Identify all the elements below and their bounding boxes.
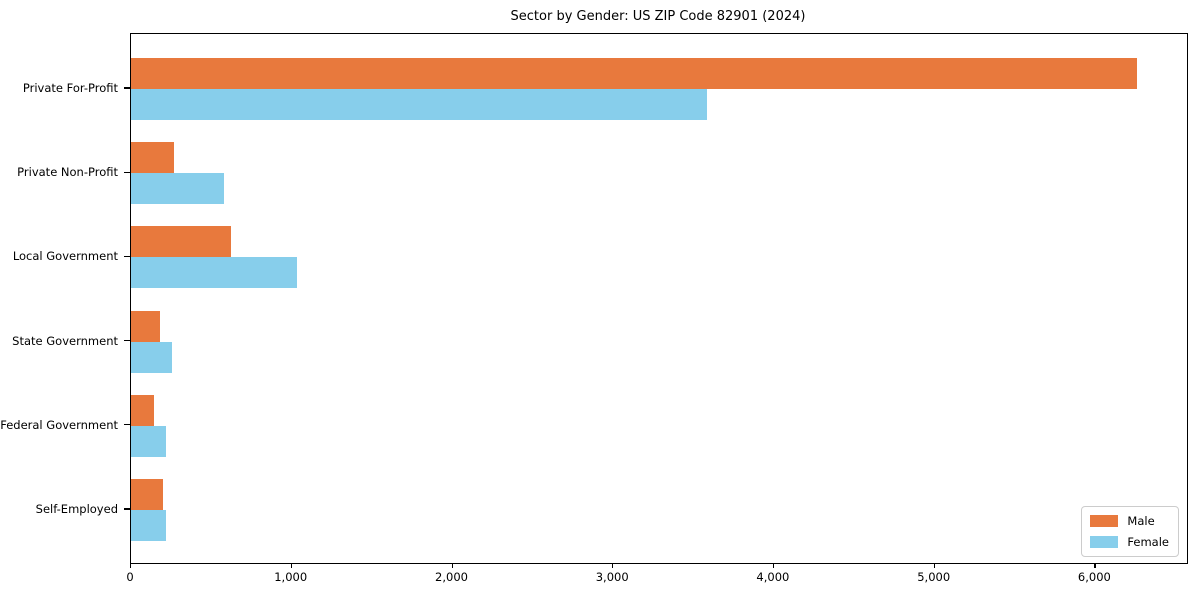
ytick-mark: [124, 424, 130, 426]
xtick-label: 4,000: [756, 570, 790, 584]
ytick-label: Private Non-Profit: [17, 165, 118, 180]
chart-title: Sector by Gender: US ZIP Code 82901 (202…: [510, 9, 806, 24]
bar-male-3: [131, 310, 160, 342]
ytick-mark: [124, 87, 130, 89]
xtick-label: 0: [126, 570, 134, 584]
bar-male-5: [131, 479, 164, 510]
ytick-mark: [124, 340, 130, 342]
xtick-label: 6,000: [1077, 570, 1111, 584]
bar-female-5: [131, 510, 167, 541]
bar-female-4: [131, 425, 166, 457]
ytick-label: Local Government: [12, 249, 118, 264]
bar-male-4: [131, 394, 154, 426]
legend-item-male: Male: [1090, 514, 1169, 528]
xtick-mark: [130, 563, 132, 568]
xtick-label: 1,000: [274, 570, 308, 584]
ytick-mark: [124, 508, 130, 510]
ytick-label: Federal Government: [0, 417, 118, 432]
xtick-mark: [612, 563, 614, 568]
bar-male-2: [131, 226, 231, 258]
legend-swatch-male: [1090, 515, 1119, 527]
xtick-label: 2,000: [435, 570, 468, 584]
bar-male-1: [131, 142, 175, 174]
legend: Male Female: [1081, 506, 1179, 557]
ytick-label: Private For-Profit: [22, 81, 118, 95]
ytick-label: Self-Employed: [35, 502, 118, 516]
ytick-label: State Government: [12, 333, 118, 348]
xtick-mark: [772, 563, 775, 568]
xtick-mark: [933, 563, 935, 568]
xtick-label: 5,000: [917, 570, 951, 584]
ytick-mark: [124, 171, 130, 173]
legend-swatch-female: [1090, 536, 1119, 548]
bar-female-3: [131, 341, 172, 373]
bar-female-2: [131, 257, 298, 289]
bar-female-0: [131, 89, 708, 120]
ytick-mark: [124, 255, 130, 257]
xtick-mark: [1094, 563, 1096, 568]
xtick-mark: [290, 563, 292, 568]
legend-item-female: Female: [1090, 535, 1169, 549]
legend-label: Male: [1127, 514, 1155, 528]
xtick-mark: [451, 563, 453, 568]
bar-female-1: [131, 173, 225, 205]
bar-male-0: [131, 58, 1138, 89]
xtick-label: 3,000: [595, 570, 629, 584]
legend-label: Female: [1127, 535, 1169, 549]
plot-area: Male Female: [130, 33, 1188, 564]
